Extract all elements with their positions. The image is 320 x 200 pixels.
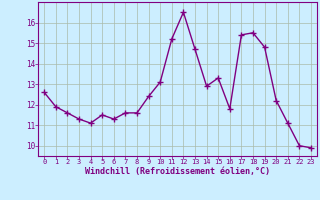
X-axis label: Windchill (Refroidissement éolien,°C): Windchill (Refroidissement éolien,°C) (85, 167, 270, 176)
